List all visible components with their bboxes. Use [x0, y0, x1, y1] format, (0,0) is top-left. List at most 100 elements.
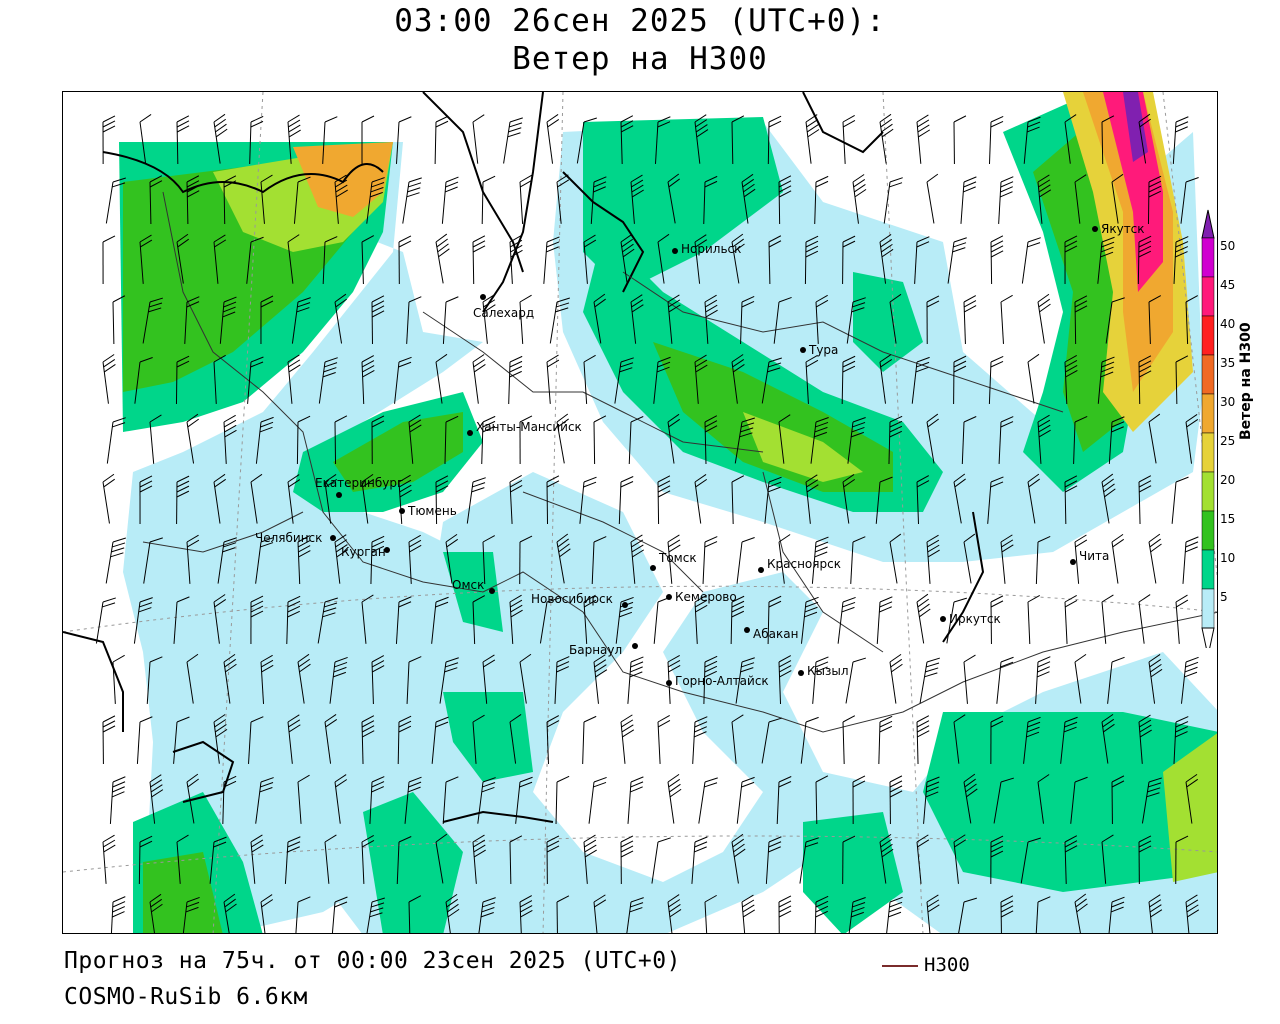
wind-barb	[911, 356, 930, 404]
wind-barb	[439, 657, 459, 704]
wind-barb	[916, 834, 930, 884]
wind-barb	[741, 173, 756, 224]
wind-barb	[694, 234, 708, 284]
wind-barb	[990, 595, 1004, 645]
wind-barb	[361, 235, 375, 284]
wind-barb	[369, 776, 385, 824]
wind-barb	[556, 413, 569, 464]
wind-barb	[213, 234, 227, 284]
wind-barb	[926, 534, 940, 584]
wind-barb	[1023, 716, 1041, 764]
wind-barb	[988, 115, 1004, 164]
wind-barb	[509, 714, 522, 764]
wind-barb	[963, 773, 978, 824]
wind-barb	[361, 355, 375, 404]
wind-barb	[366, 177, 385, 224]
wind-barb	[630, 534, 645, 584]
wind-barb	[324, 474, 338, 524]
wind-barb	[248, 716, 264, 764]
wind-barb	[731, 475, 745, 524]
wind-barb	[1175, 355, 1189, 405]
wind-barb	[481, 415, 496, 464]
wind-barb	[1027, 353, 1040, 404]
wind-barb	[963, 533, 976, 584]
wind-barb	[653, 356, 671, 404]
wind-barb	[778, 655, 792, 704]
wind-barb	[181, 896, 200, 933]
wind-barb	[398, 474, 412, 524]
wind-barb	[1074, 295, 1088, 345]
wind-barb	[1148, 654, 1163, 704]
wind-barb	[222, 775, 237, 824]
wind-barb	[987, 476, 1004, 524]
wind-barb	[509, 474, 523, 524]
wind-barb	[1148, 295, 1162, 344]
wind-barb	[1180, 177, 1199, 224]
legend-band	[1201, 510, 1215, 551]
wind-barb	[1185, 414, 1199, 464]
wind-barb	[297, 774, 310, 824]
wind-barb	[627, 656, 644, 704]
wind-barb	[996, 656, 1014, 704]
wind-barb	[767, 595, 782, 645]
city-dot	[467, 430, 473, 436]
wind-barb	[555, 775, 570, 825]
wind-barb	[576, 117, 597, 164]
wind-barb	[919, 657, 940, 704]
wind-barb	[1037, 293, 1051, 344]
wind-barb	[1060, 716, 1078, 764]
wind-barb	[102, 473, 115, 524]
wind-barb	[186, 653, 199, 704]
wind-barb	[667, 773, 682, 824]
wind-barb	[1000, 294, 1013, 344]
wind-barb	[614, 357, 634, 404]
wind-barb	[396, 836, 412, 884]
wind-barb	[404, 776, 422, 824]
wind-barb	[176, 233, 189, 284]
wind-barb	[1074, 893, 1088, 933]
legend-band	[1201, 315, 1215, 356]
wind-barb	[472, 834, 486, 884]
wind-barb	[879, 113, 894, 164]
wind-barb	[219, 296, 237, 344]
wind-barb	[1000, 895, 1014, 933]
city-label: Курган	[341, 545, 386, 559]
wind-barb	[1182, 536, 1199, 584]
city-label: Чита	[1079, 549, 1109, 563]
wind-barb	[588, 776, 607, 824]
wind-barb	[176, 475, 190, 525]
wind-barb	[110, 896, 126, 933]
wind-barb	[593, 415, 607, 465]
wind-barb	[963, 654, 976, 704]
wind-barb	[764, 476, 782, 524]
wind-barb	[702, 536, 718, 584]
wind-barb	[213, 714, 228, 764]
wind-barb	[146, 656, 163, 704]
wind-barb	[916, 715, 930, 764]
wind-barb	[620, 115, 634, 164]
wind-barb	[731, 354, 745, 404]
wind-barb	[879, 354, 893, 404]
wind-barb	[1027, 473, 1040, 524]
wind-barb	[431, 716, 449, 764]
wind-barb	[444, 415, 459, 464]
wind-barb	[250, 595, 264, 645]
wind-barb	[223, 414, 237, 464]
wind-barb	[482, 535, 495, 584]
wind-barb	[667, 534, 681, 584]
wind-barb	[1037, 414, 1051, 464]
wind-barb	[334, 774, 348, 824]
wind-barb	[799, 837, 819, 884]
wind-barb	[361, 715, 375, 764]
city-label: Кызыл	[807, 664, 849, 678]
wind-barb	[1021, 237, 1041, 284]
city-label: Ханты-Мансийск	[476, 420, 582, 434]
wind-barb	[847, 897, 866, 933]
wind-barb	[630, 294, 644, 344]
wind-barb	[846, 297, 866, 344]
legend-tick-label: 30	[1220, 395, 1235, 409]
wind-barb	[287, 474, 301, 524]
wind-barb	[704, 294, 718, 344]
wind-barb	[1138, 355, 1152, 405]
wind-barb	[291, 297, 311, 344]
